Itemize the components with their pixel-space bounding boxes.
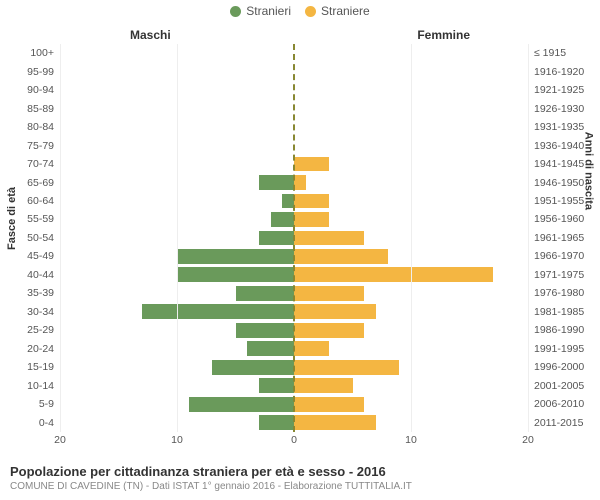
gridline (411, 44, 412, 432)
age-label: 10-14 (27, 380, 60, 392)
chart-title: Popolazione per cittadinanza straniera p… (10, 464, 590, 479)
population-pyramid-chart: Stranieri Straniere Maschi Femmine Fasce… (0, 0, 600, 500)
birthyear-label: 1981-1985 (528, 306, 584, 318)
age-label: 90-94 (27, 84, 60, 96)
bar-male (189, 397, 294, 412)
age-label: 15-19 (27, 361, 60, 373)
age-label: 60-64 (27, 195, 60, 207)
bar-female (294, 194, 329, 209)
birthyear-label: 1986-1990 (528, 324, 584, 336)
bar-female (294, 231, 364, 246)
age-label: 75-79 (27, 140, 60, 152)
chart-caption: Popolazione per cittadinanza straniera p… (10, 464, 590, 492)
bar-male (177, 267, 294, 282)
bar-female (294, 323, 364, 338)
legend-item-male: Stranieri (230, 4, 291, 18)
age-label: 40-44 (27, 269, 60, 281)
age-label: 85-89 (27, 103, 60, 115)
birthyear-label: 2001-2005 (528, 380, 584, 392)
bar-male (259, 231, 294, 246)
bar-male (212, 360, 294, 375)
bar-female (294, 341, 329, 356)
bar-female (294, 267, 493, 282)
bar-female (294, 175, 306, 190)
bar-female (294, 286, 364, 301)
birthyear-label: 1926-1930 (528, 103, 584, 115)
bar-male (247, 341, 294, 356)
birthyear-label: 1966-1970 (528, 250, 584, 262)
x-tick-label: 10 (405, 434, 417, 446)
gridline (177, 44, 178, 432)
gridline (60, 44, 61, 432)
birthyear-label: 1946-1950 (528, 177, 584, 189)
age-label: 0-4 (39, 417, 60, 429)
bar-male (271, 212, 294, 227)
age-label: 25-29 (27, 324, 60, 336)
x-axis: 201001020 (60, 434, 528, 448)
birthyear-label: 1996-2000 (528, 361, 584, 373)
plot-area: 100+≤ 191595-991916-192090-941921-192585… (60, 44, 528, 432)
legend-label-male: Stranieri (246, 4, 291, 18)
bar-female (294, 415, 376, 430)
birthyear-label: 1921-1925 (528, 84, 584, 96)
bar-female (294, 378, 353, 393)
chart-legend: Stranieri Straniere (0, 4, 600, 18)
birthyear-label: 2011-2015 (528, 417, 583, 429)
birthyear-label: 1931-1935 (528, 121, 584, 133)
bar-male (236, 323, 295, 338)
center-divider (293, 44, 295, 432)
age-label: 95-99 (27, 66, 60, 78)
age-label: 100+ (30, 47, 60, 59)
column-header-female: Femmine (417, 28, 470, 42)
column-header-male: Maschi (130, 28, 171, 42)
gridline (528, 44, 529, 432)
bar-male (259, 415, 294, 430)
birthyear-label: 1956-1960 (528, 213, 584, 225)
legend-swatch-male (230, 6, 241, 17)
bar-female (294, 157, 329, 172)
age-label: 80-84 (27, 121, 60, 133)
chart-subtitle: COMUNE DI CAVEDINE (TN) - Dati ISTAT 1° … (10, 481, 590, 492)
age-label: 35-39 (27, 287, 60, 299)
bar-male (259, 175, 294, 190)
birthyear-label: 1936-1940 (528, 140, 584, 152)
bar-female (294, 360, 399, 375)
bar-male (142, 304, 294, 319)
birthyear-label: 1976-1980 (528, 287, 584, 299)
age-label: 5-9 (39, 398, 60, 410)
birthyear-label: 1971-1975 (528, 269, 584, 281)
birthyear-label: 1941-1945 (528, 158, 584, 170)
age-label: 55-59 (27, 213, 60, 225)
x-tick-label: 20 (522, 434, 534, 446)
age-label: 30-34 (27, 306, 60, 318)
age-label: 20-24 (27, 343, 60, 355)
age-label: 65-69 (27, 177, 60, 189)
age-label: 50-54 (27, 232, 60, 244)
bar-male (259, 378, 294, 393)
bar-female (294, 304, 376, 319)
birthyear-label: ≤ 1915 (528, 47, 566, 59)
birthyear-label: 2006-2010 (528, 398, 584, 410)
bar-female (294, 397, 364, 412)
x-tick-label: 20 (54, 434, 66, 446)
age-label: 45-49 (27, 250, 60, 262)
bar-male (236, 286, 295, 301)
legend-item-female: Straniere (305, 4, 370, 18)
legend-swatch-female (305, 6, 316, 17)
bar-male (177, 249, 294, 264)
birthyear-label: 1951-1955 (528, 195, 584, 207)
birthyear-label: 1991-1995 (528, 343, 584, 355)
bar-female (294, 212, 329, 227)
age-label: 70-74 (27, 158, 60, 170)
y-axis-title-left: Fasce di età (6, 187, 18, 250)
legend-label-female: Straniere (321, 4, 370, 18)
bar-female (294, 249, 388, 264)
x-tick-label: 0 (291, 434, 297, 446)
x-tick-label: 10 (171, 434, 183, 446)
birthyear-label: 1961-1965 (528, 232, 584, 244)
birthyear-label: 1916-1920 (528, 66, 584, 78)
